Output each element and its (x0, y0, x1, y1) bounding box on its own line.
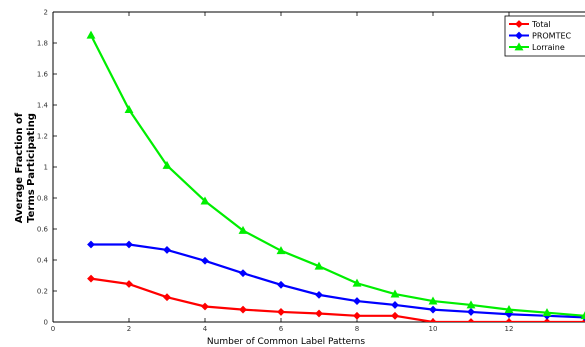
data-point (277, 280, 285, 289)
x-tick-label: 2 (127, 325, 131, 333)
data-point (125, 280, 133, 288)
data-point (163, 246, 171, 254)
legend-label-lorraine: Lorraine (532, 43, 565, 52)
data-point (543, 318, 551, 322)
data-point (200, 196, 210, 205)
legend: Total PROMTEC Lorraine (504, 15, 585, 57)
legend-swatch-marker (515, 20, 523, 28)
data-point (315, 290, 323, 299)
data-point (125, 240, 133, 249)
y-axis-title-line-2: Terms Participating (26, 113, 37, 223)
data-point (124, 105, 134, 114)
series-line-promtec (91, 243, 585, 319)
data-point (276, 246, 286, 255)
y-tick-label: 0 (44, 319, 48, 327)
data-point (201, 302, 209, 311)
data-point (239, 305, 247, 314)
data-point (277, 308, 285, 316)
y-tick-label: 1.8 (37, 40, 48, 48)
data-point (505, 318, 513, 322)
y-tick-label: 2 (44, 9, 48, 17)
y-tick-label: 0.4 (37, 257, 49, 265)
data-point (429, 305, 437, 314)
y-tick-label: 0.6 (37, 226, 49, 234)
data-point (352, 278, 362, 287)
y-tick-label: 1 (44, 164, 48, 172)
data-point (504, 304, 514, 313)
data-point (86, 30, 96, 39)
x-tick-label: 0 (51, 325, 55, 333)
series-line-total (90, 277, 585, 322)
x-axis-ticks: 0 2 4 6 8 10 12 (51, 12, 514, 333)
data-point (466, 300, 476, 309)
x-tick-label: 6 (279, 325, 284, 333)
y-tick-label: 0.8 (37, 195, 48, 203)
data-point (314, 261, 324, 270)
x-tick-label: 12 (505, 325, 514, 333)
x-axis-title: Number of Common Label Patterns (207, 337, 365, 347)
data-point (428, 296, 438, 305)
data-point (87, 274, 95, 283)
y-axis-ticks: 0 0.2 0.4 0.6 0.8 1 1.2 1.4 1.6 1.8 2 (37, 9, 57, 327)
axes (52, 11, 585, 323)
data-point (580, 311, 585, 320)
series-lorraine (86, 30, 585, 320)
data-point (201, 256, 209, 265)
data-point (353, 297, 361, 305)
x-tick-label: 4 (203, 325, 208, 333)
y-tick-label: 0.2 (37, 288, 48, 296)
y-tick-label: 1.6 (37, 71, 49, 79)
data-point (87, 240, 95, 249)
y-tick-label: 1.4 (37, 102, 49, 110)
y-axis-title: Average Fraction of Terms Participating (14, 112, 37, 223)
data-point (390, 289, 400, 298)
series-layer (86, 30, 585, 322)
data-point (391, 311, 399, 320)
legend-label-total: Total (531, 20, 551, 29)
data-point (467, 318, 475, 322)
legend-swatch-marker (514, 42, 524, 51)
y-tick-label: 1.2 (37, 133, 48, 141)
legend-label-promtec: PROMTEC (532, 32, 572, 41)
data-point (315, 309, 323, 318)
data-point (391, 301, 399, 309)
x-tick-label: 10 (429, 325, 438, 333)
series-total (87, 274, 585, 322)
x-tick-label: 8 (355, 325, 359, 333)
data-point (238, 225, 248, 234)
data-point (353, 311, 361, 320)
legend-swatch-marker (515, 31, 523, 40)
data-point (162, 160, 172, 169)
data-point (163, 293, 171, 302)
series-promtec (87, 240, 585, 322)
series-line-lorraine (90, 34, 585, 317)
data-point (239, 269, 247, 278)
data-point (429, 318, 437, 322)
data-point (542, 308, 552, 317)
y-axis-title-line-1: Average Fraction of (14, 112, 25, 223)
data-point (467, 308, 475, 316)
